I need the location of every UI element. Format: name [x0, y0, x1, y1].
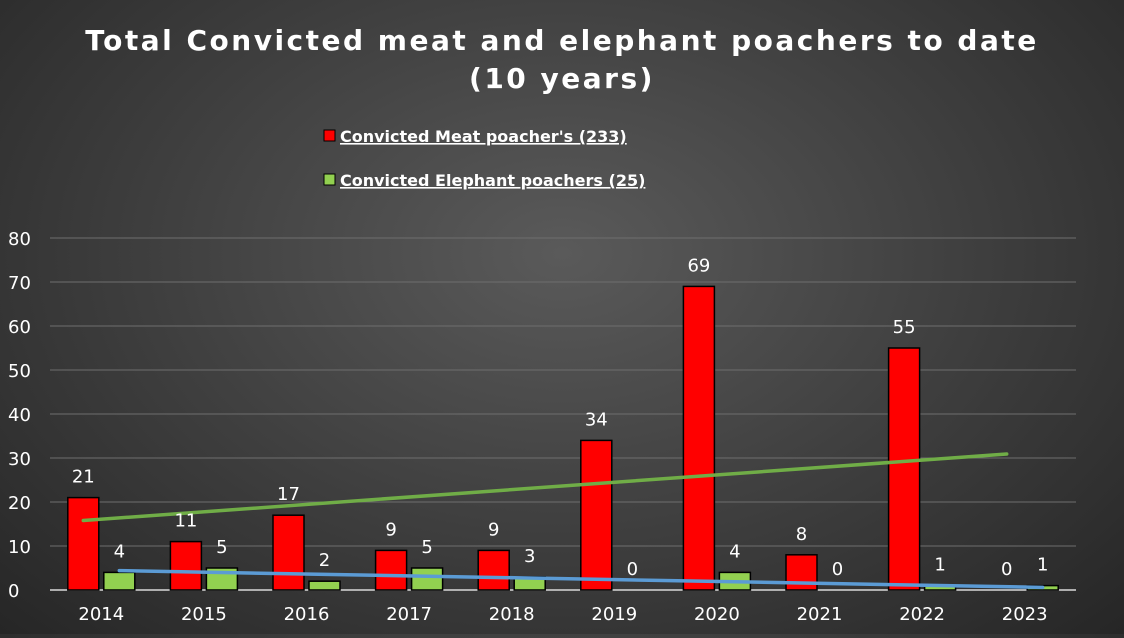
elephant-data-label: 4: [114, 541, 125, 562]
meat-bar: [682, 285, 716, 591]
meat-data-label: 34: [585, 409, 608, 430]
elephant-bar: [103, 571, 136, 591]
x-tick-label: 2022: [899, 604, 945, 625]
bars: [67, 285, 1059, 591]
legend-swatch-elephant: [323, 173, 336, 186]
x-tick-label: 2014: [78, 604, 124, 625]
trendlines: [81, 452, 1045, 590]
elephant-data-label: 3: [524, 546, 535, 567]
legend: Convicted Meat poacher's (233) Convicted…: [323, 127, 645, 190]
elephant-data-label: 4: [729, 541, 740, 562]
gridlines: [50, 237, 1076, 591]
x-tick-label: 2021: [797, 604, 843, 625]
elephant-data-label: 5: [421, 537, 432, 558]
y-tick-label: 30: [8, 449, 31, 470]
x-tick-label: 2019: [591, 604, 637, 625]
y-axis-ticks: 0 10 20 30 40 50 60 70 80: [8, 229, 31, 602]
y-tick-label: 20: [8, 493, 31, 514]
meat-bar: [580, 439, 613, 591]
y-tick-label: 70: [8, 273, 31, 294]
meat-bar: [67, 496, 100, 591]
x-tick-label: 2023: [1002, 604, 1048, 625]
meat-data-label: 17: [277, 484, 300, 505]
meat-data-label: 9: [385, 519, 396, 540]
meat-data-label: 21: [72, 467, 95, 488]
elephant-data-label: 5: [216, 537, 227, 558]
meat-trendline: [81, 452, 1009, 523]
meat-data-label: 55: [893, 317, 916, 338]
y-tick-label: 50: [8, 361, 31, 382]
chart-title-line2: (10 years): [469, 62, 655, 95]
meat-bar: [272, 514, 305, 591]
meat-bar: [169, 540, 203, 591]
meat-bar: [374, 549, 408, 591]
x-axis-ticks: 2014 2015 2016 2017 2018 2019 2020 2021 2022 2023: [78, 604, 1047, 625]
y-tick-label: 40: [8, 405, 31, 426]
chart-title-line1: Total Convicted meat and elephant poache…: [85, 24, 1039, 57]
meat-bar: [477, 549, 510, 591]
x-tick-label: 2020: [694, 604, 740, 625]
legend-swatch-meat: [323, 129, 336, 142]
x-tick-label: 2017: [386, 604, 432, 625]
x-tick-label: 2018: [489, 604, 535, 625]
meat-data-label: 69: [687, 255, 710, 276]
y-tick-label: 10: [8, 537, 31, 558]
elephant-data-label: 0: [832, 559, 843, 580]
x-tick-label: 2016: [284, 604, 330, 625]
y-tick-label: 60: [8, 317, 31, 338]
legend-label-meat: Convicted Meat poacher's (233): [340, 127, 627, 146]
elephant-trendline: [117, 568, 1045, 590]
elephant-data-label: 1: [1037, 555, 1048, 576]
elephant-bar: [308, 580, 341, 591]
x-tick-label: 2015: [181, 604, 227, 625]
elephant-data-label: 1: [934, 555, 945, 576]
y-tick-label: 80: [8, 229, 31, 250]
meat-data-label: 9: [488, 519, 499, 540]
elephant-bar: [410, 567, 444, 591]
elephant-data-label: 2: [319, 550, 330, 571]
legend-label-elephant: Convicted Elephant poachers (25): [340, 171, 645, 190]
meat-data-label: 0: [1001, 559, 1012, 580]
elephant-data-label: 0: [627, 559, 638, 580]
meat-data-label: 8: [796, 524, 807, 545]
meat-data-label: 11: [174, 511, 197, 532]
y-tick-label: 0: [8, 581, 19, 602]
meat-bar: [887, 347, 921, 591]
